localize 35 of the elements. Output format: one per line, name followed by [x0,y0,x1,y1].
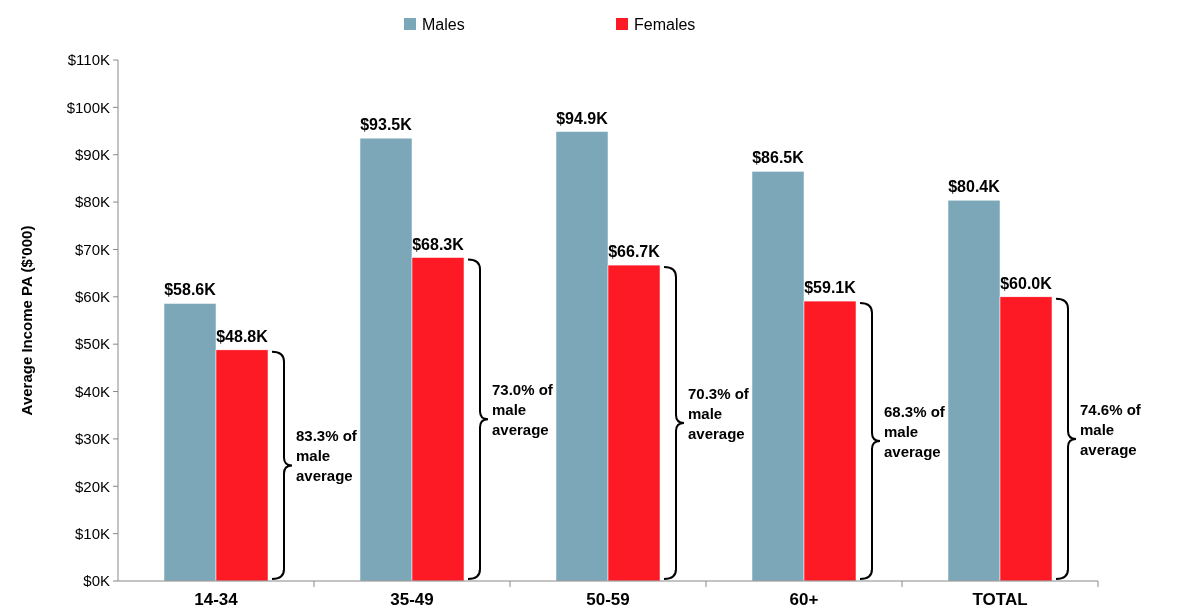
y-tick-label: $100K [66,98,110,116]
annotation: 74.6% of male average [1080,400,1142,458]
y-tick-label: $60K [74,288,110,306]
data-label: $80.4K [948,178,1001,196]
y-tick-label: $110K [67,51,110,69]
legend-label: Males [422,15,465,33]
data-label: $59.1K [804,279,857,297]
y-tick-label: $0K [83,572,110,590]
data-label: $93.5K [360,116,413,134]
y-tick-label: $10K [74,524,110,542]
x-tick-label: 60+ [789,590,819,608]
y-tick-label: $50K [74,335,110,353]
y-tick-label: $80K [74,193,110,211]
annotation: 68.3% of male average [884,403,946,461]
y-tick-label: $90K [74,145,110,163]
x-tick-label: 35-49 [390,590,434,608]
data-label: $94.9K [556,109,609,127]
annotation: 70.3% of male average [688,385,750,443]
data-label: $58.6K [164,281,217,299]
y-tick-label: $70K [74,240,110,258]
y-tick-label: $20K [74,477,110,495]
data-label: $60.0K [1000,274,1053,292]
x-tick-label: 14-34 [194,590,239,608]
x-tick-label: 50-59 [586,590,630,608]
x-tick-label: TOTAL [972,590,1028,608]
data-label: $48.8K [216,327,269,345]
annotation: 73.0% of male average [492,381,554,439]
data-label: $66.7K [608,243,661,261]
y-tick-label: $40K [74,382,110,400]
annotation: 83.3% of male average [296,427,358,485]
y-axis-title: Average Income PA ($'000) [18,225,35,416]
legend-label: Females [634,15,696,33]
data-label: $68.3K [412,235,465,253]
data-label: $86.5K [752,149,805,167]
y-tick-label: $30K [74,430,110,448]
